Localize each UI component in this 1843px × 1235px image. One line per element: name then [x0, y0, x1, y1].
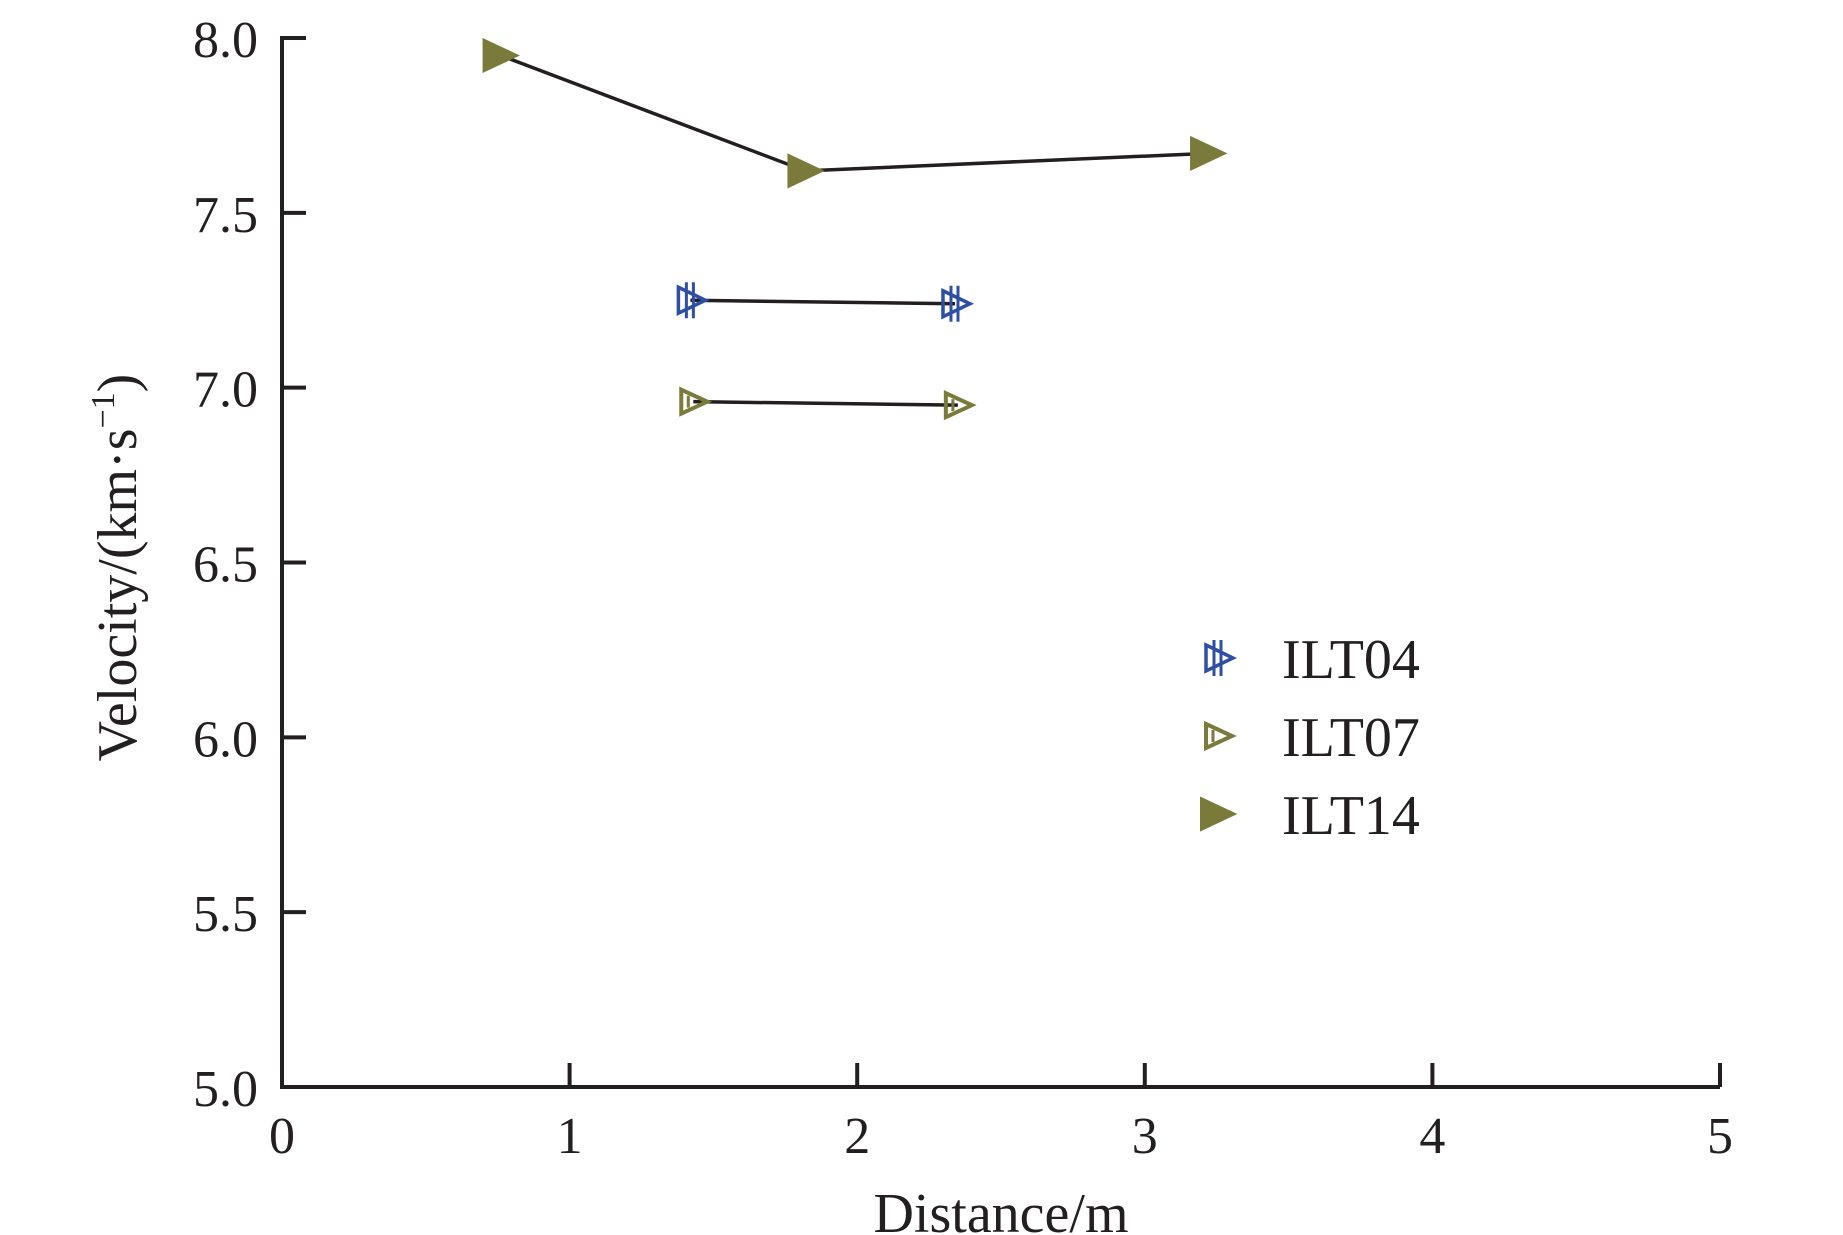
series-marker — [943, 390, 977, 421]
series-ilt04 — [676, 282, 975, 322]
legend-label: ILT07 — [1282, 707, 1420, 769]
y-tick-label: 5.5 — [193, 886, 258, 943]
triangle-marker — [482, 37, 520, 74]
triangle-marker — [1190, 135, 1228, 171]
y-axis-ticks: 5.0 5.5 6.0 6.5 7.0 7.5 8.0 — [193, 12, 306, 1118]
x-tick-label: 1 — [557, 1108, 583, 1165]
x-tick-label: 5 — [1707, 1108, 1733, 1165]
series-marker — [676, 282, 710, 319]
y-axis-title: Velocity/(km·s−1) — [85, 374, 149, 762]
series-line — [693, 399, 958, 407]
open-triangle-marker — [1204, 720, 1237, 752]
series-marker — [1204, 720, 1237, 752]
legend-label: ILT04 — [1282, 629, 1420, 691]
series-layer — [482, 37, 1228, 421]
series-marker — [1204, 640, 1238, 676]
open-triangle-marker — [679, 386, 713, 417]
x-tick-label: 0 — [269, 1108, 295, 1165]
x-tick-label: 2 — [844, 1108, 870, 1165]
x-axis-title: Distance/m — [873, 1183, 1128, 1235]
x-tick-label: 4 — [1419, 1108, 1445, 1165]
legend: ILT04 ILT07 ILT14 — [1200, 629, 1420, 847]
triangle-marker — [1200, 796, 1238, 832]
series-marker — [787, 153, 825, 189]
series-marker — [482, 37, 520, 74]
y-tick-label: 6.0 — [193, 711, 258, 768]
series-marker — [1200, 796, 1238, 832]
series-marker — [679, 386, 713, 417]
axes: 0 1 2 3 4 5 5.0 5.5 6.0 6.5 7.0 7.5 8.0 — [193, 12, 1733, 1165]
legend-item: ILT07 — [1204, 707, 1420, 769]
series-line — [499, 53, 1209, 173]
x-axis-ticks: 0 1 2 3 4 5 — [269, 1063, 1733, 1165]
y-tick-label: 7.5 — [193, 187, 258, 244]
series-line — [690, 298, 956, 306]
y-axis-title-main: Velocity/(km·s — [87, 429, 149, 762]
legend-item: ILT04 — [1204, 629, 1420, 691]
y-tick-label: 5.0 — [193, 1061, 258, 1118]
y-tick-label: 6.5 — [193, 537, 258, 594]
series-marker — [1190, 135, 1228, 171]
legend-item: ILT14 — [1200, 785, 1420, 847]
y-tick-label: 7.0 — [193, 362, 258, 419]
open-triangle-marker — [943, 390, 977, 421]
x-tick-label: 3 — [1132, 1108, 1158, 1165]
series-marker — [941, 285, 975, 322]
y-axis-title-superscript: −1 — [85, 392, 122, 428]
triangle-marker — [787, 153, 825, 189]
series-ilt07 — [679, 386, 977, 421]
legend-label: ILT14 — [1282, 785, 1420, 847]
series-ilt14 — [482, 37, 1228, 189]
y-tick-label: 8.0 — [193, 12, 258, 69]
y-axis-title-close: ) — [87, 374, 149, 393]
